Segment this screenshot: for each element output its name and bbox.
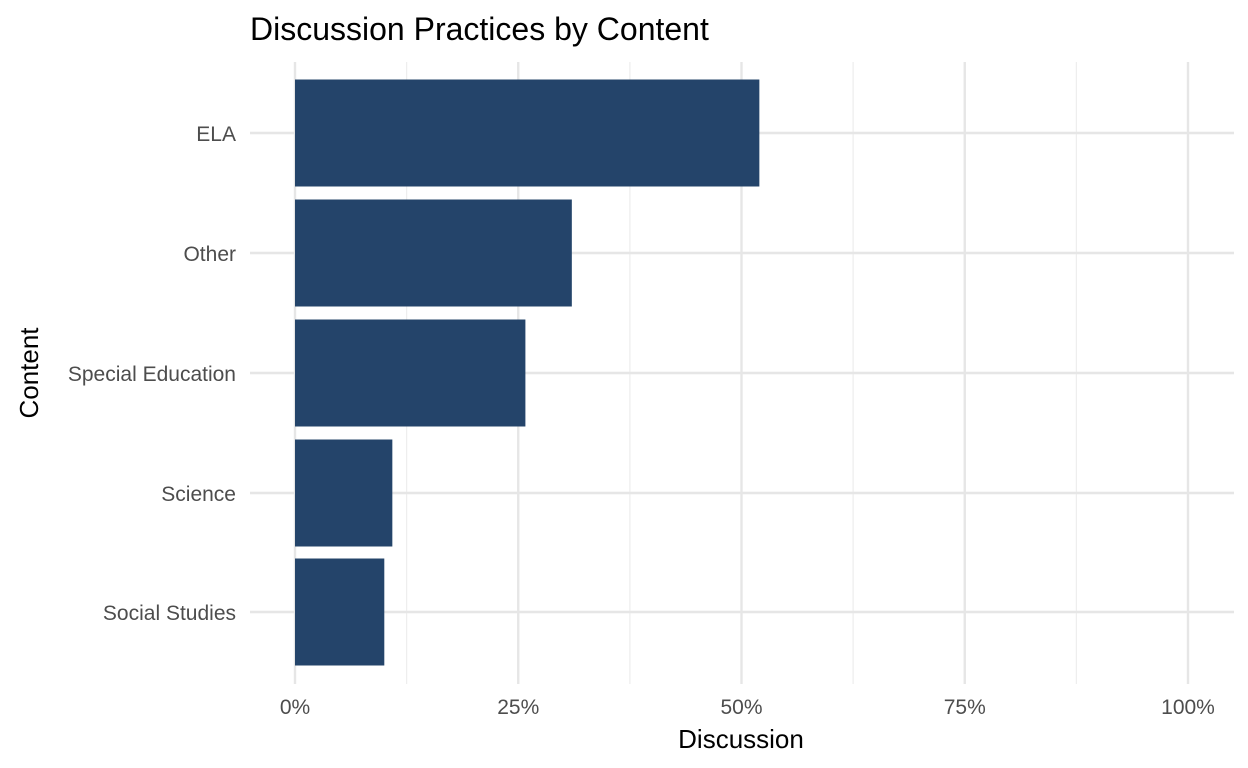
x-tick-label: 50%: [720, 696, 762, 719]
x-axis-ticks: 0% 25% 50% 75% 100%: [280, 696, 1215, 719]
chart-title: Discussion Practices by Content: [250, 11, 709, 47]
y-tick-label: Social Studies: [103, 602, 236, 625]
y-tick-label: Science: [161, 483, 236, 506]
x-tick-label: 75%: [944, 696, 986, 719]
bar-social-studies: [295, 558, 385, 666]
bar-special-education: [295, 319, 526, 427]
x-tick-label: 25%: [497, 696, 539, 719]
bar-other: [295, 199, 572, 307]
y-tick-label: ELA: [196, 123, 236, 146]
bar-science: [295, 439, 393, 547]
x-tick-label: 100%: [1161, 696, 1215, 719]
x-tick-label: 0%: [280, 696, 310, 719]
x-axis-title: Discussion: [678, 724, 804, 754]
y-tick-label: Special Education: [68, 363, 236, 386]
y-axis-title: Content: [14, 327, 44, 419]
y-tick-label: Other: [183, 243, 236, 266]
y-axis-ticks: ELA Other Special Education Science Social S…: [68, 123, 236, 625]
bar-ela: [295, 79, 760, 187]
bars: [295, 79, 760, 666]
